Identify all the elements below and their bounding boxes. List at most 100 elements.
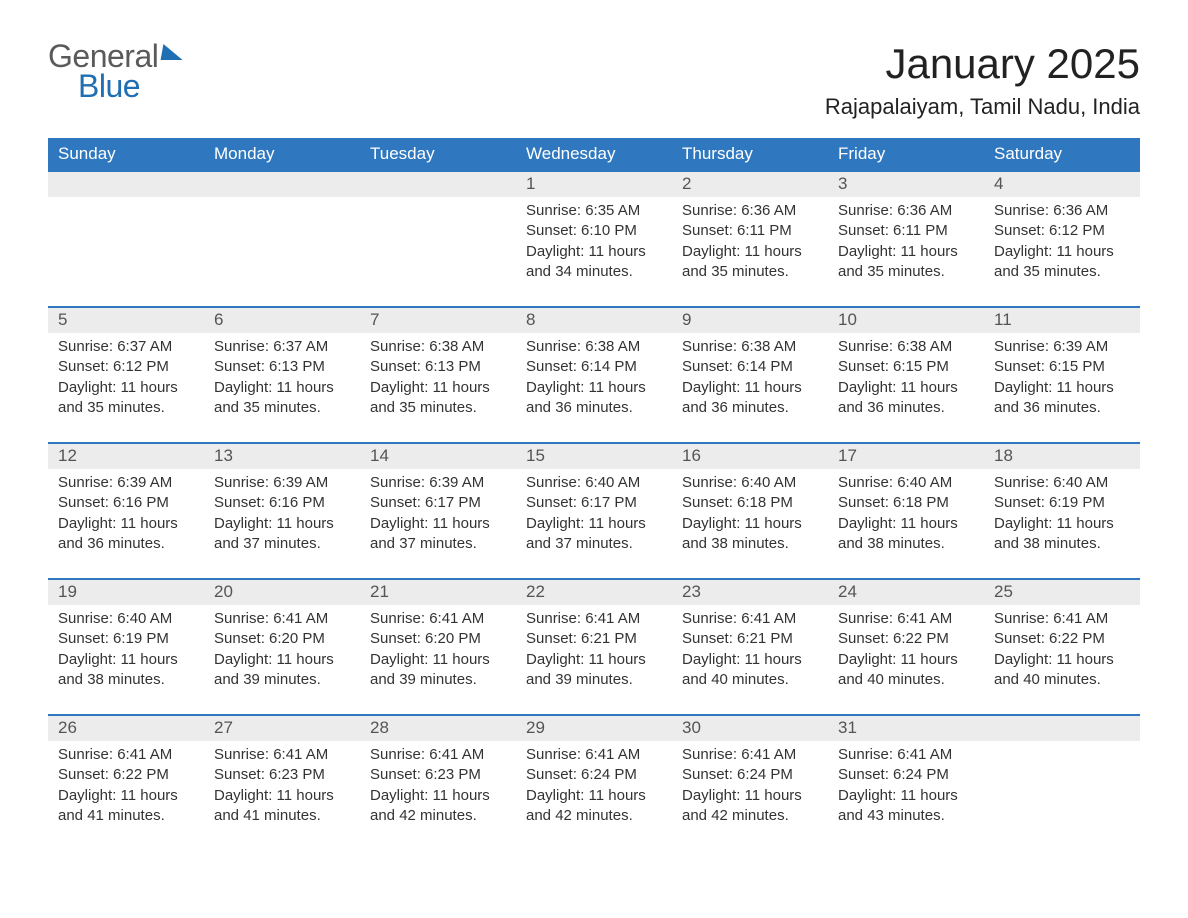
- sunrise-text: Sunrise: 6:38 AM: [682, 337, 818, 357]
- sunset-text: Sunset: 6:14 PM: [682, 357, 818, 377]
- sunrise-text: Sunrise: 6:40 AM: [838, 473, 974, 493]
- daylight-text: and 38 minutes.: [838, 534, 974, 554]
- sunrise-text: Sunrise: 6:41 AM: [370, 609, 506, 629]
- sunrise-text: Sunrise: 6:41 AM: [994, 609, 1130, 629]
- sunrise-text: Sunrise: 6:41 AM: [838, 745, 974, 765]
- daylight-text: and 34 minutes.: [526, 262, 662, 282]
- daylight-text: Daylight: 11 hours: [838, 514, 974, 534]
- daylight-text: Daylight: 11 hours: [994, 242, 1130, 262]
- daylight-text: Daylight: 11 hours: [370, 514, 506, 534]
- day-number: 26: [48, 716, 204, 741]
- sunrise-text: Sunrise: 6:41 AM: [682, 745, 818, 765]
- daylight-text: Daylight: 11 hours: [58, 514, 194, 534]
- day-header: Friday: [828, 138, 984, 172]
- logo-text: General Blue: [48, 40, 158, 102]
- sunset-text: Sunset: 6:14 PM: [526, 357, 662, 377]
- sunrise-text: Sunrise: 6:41 AM: [214, 609, 350, 629]
- sunset-text: Sunset: 6:22 PM: [994, 629, 1130, 649]
- calendar-cell: 31Sunrise: 6:41 AMSunset: 6:24 PMDayligh…: [828, 716, 984, 850]
- daylight-text: Daylight: 11 hours: [370, 650, 506, 670]
- sunrise-text: Sunrise: 6:36 AM: [682, 201, 818, 221]
- day-number: 11: [984, 308, 1140, 333]
- sunset-text: Sunset: 6:22 PM: [58, 765, 194, 785]
- daylight-text: Daylight: 11 hours: [214, 514, 350, 534]
- daylight-text: Daylight: 11 hours: [682, 650, 818, 670]
- location: Rajapalaiyam, Tamil Nadu, India: [825, 94, 1140, 120]
- daylight-text: Daylight: 11 hours: [370, 378, 506, 398]
- daylight-text: and 41 minutes.: [58, 806, 194, 826]
- daylight-text: and 36 minutes.: [994, 398, 1130, 418]
- daylight-text: and 41 minutes.: [214, 806, 350, 826]
- daylight-text: Daylight: 11 hours: [58, 786, 194, 806]
- day-header: Monday: [204, 138, 360, 172]
- calendar-cell: 25 Sunrise: 6:41 AMSunset: 6:22 PMDayligh…: [984, 580, 1140, 714]
- calendar-cell: .: [360, 172, 516, 306]
- day-number: 24: [828, 580, 984, 605]
- daylight-text: and 42 minutes.: [370, 806, 506, 826]
- day-number: 21: [360, 580, 516, 605]
- day-number: 17: [828, 444, 984, 469]
- daylight-text: Daylight: 11 hours: [58, 378, 194, 398]
- day-number: 3: [828, 172, 984, 197]
- sunset-text: Sunset: 6:19 PM: [994, 493, 1130, 513]
- daylight-text: and 39 minutes.: [370, 670, 506, 690]
- daylight-text: and 38 minutes.: [682, 534, 818, 554]
- calendar-week: 5Sunrise: 6:37 AMSunset: 6:12 PMDaylight…: [48, 306, 1140, 442]
- sunset-text: Sunset: 6:11 PM: [682, 221, 818, 241]
- daylight-text: Daylight: 11 hours: [526, 378, 662, 398]
- calendar-cell: 20Sunrise: 6:41 AMSunset: 6:20 PMDayligh…: [204, 580, 360, 714]
- daylight-text: Daylight: 11 hours: [994, 650, 1130, 670]
- calendar-cell: 5Sunrise: 6:37 AMSunset: 6:12 PMDaylight…: [48, 308, 204, 442]
- calendar-cell: 11Sunrise: 6:39 AMSunset: 6:15 PMDayligh…: [984, 308, 1140, 442]
- sunrise-text: Sunrise: 6:40 AM: [682, 473, 818, 493]
- sunrise-text: Sunrise: 6:38 AM: [370, 337, 506, 357]
- day-number: 25: [984, 580, 1140, 605]
- day-header: Wednesday: [516, 138, 672, 172]
- day-number: 22: [516, 580, 672, 605]
- sunset-text: Sunset: 6:23 PM: [370, 765, 506, 785]
- daylight-text: Daylight: 11 hours: [838, 786, 974, 806]
- weeks-container: ...1Sunrise: 6:35 AMSunset: 6:10 PMDayli…: [48, 172, 1140, 850]
- sunrise-text: Sunrise: 6:38 AM: [838, 337, 974, 357]
- calendar-cell: 27Sunrise: 6:41 AMSunset: 6:23 PMDayligh…: [204, 716, 360, 850]
- title-block: January 2025 Rajapalaiyam, Tamil Nadu, I…: [825, 40, 1140, 120]
- sunrise-text: Sunrise: 6:41 AM: [214, 745, 350, 765]
- sunrise-text: Sunrise: 6:36 AM: [838, 201, 974, 221]
- sunrise-text: Sunrise: 6:41 AM: [838, 609, 974, 629]
- calendar-cell: 24Sunrise: 6:41 AMSunset: 6:22 PMDayligh…: [828, 580, 984, 714]
- calendar-cell: 19Sunrise: 6:40 AMSunset: 6:19 PMDayligh…: [48, 580, 204, 714]
- day-number: 30: [672, 716, 828, 741]
- calendar-cell: 13Sunrise: 6:39 AMSunset: 6:16 PMDayligh…: [204, 444, 360, 578]
- day-number: 16: [672, 444, 828, 469]
- calendar-cell: 28Sunrise: 6:41 AMSunset: 6:23 PMDayligh…: [360, 716, 516, 850]
- day-number: .: [360, 172, 516, 197]
- sunset-text: Sunset: 6:11 PM: [838, 221, 974, 241]
- daylight-text: and 37 minutes.: [370, 534, 506, 554]
- sunset-text: Sunset: 6:13 PM: [370, 357, 506, 377]
- calendar-week: 19Sunrise: 6:40 AMSunset: 6:19 PMDayligh…: [48, 578, 1140, 714]
- sunrise-text: Sunrise: 6:41 AM: [58, 745, 194, 765]
- sunrise-text: Sunrise: 6:39 AM: [994, 337, 1130, 357]
- daylight-text: and 35 minutes.: [838, 262, 974, 282]
- sunset-text: Sunset: 6:17 PM: [370, 493, 506, 513]
- day-number: 1: [516, 172, 672, 197]
- sunset-text: Sunset: 6:21 PM: [526, 629, 662, 649]
- daylight-text: and 38 minutes.: [58, 670, 194, 690]
- calendar-cell: 10Sunrise: 6:38 AMSunset: 6:15 PMDayligh…: [828, 308, 984, 442]
- daylight-text: and 37 minutes.: [526, 534, 662, 554]
- sunrise-text: Sunrise: 6:37 AM: [58, 337, 194, 357]
- day-number: .: [48, 172, 204, 197]
- daylight-text: and 36 minutes.: [58, 534, 194, 554]
- calendar-cell: 9Sunrise: 6:38 AMSunset: 6:14 PMDaylight…: [672, 308, 828, 442]
- daylight-text: Daylight: 11 hours: [838, 650, 974, 670]
- daylight-text: and 36 minutes.: [838, 398, 974, 418]
- calendar-cell: 16Sunrise: 6:40 AMSunset: 6:18 PMDayligh…: [672, 444, 828, 578]
- calendar-cell: 22Sunrise: 6:41 AMSunset: 6:21 PMDayligh…: [516, 580, 672, 714]
- daylight-text: and 35 minutes.: [994, 262, 1130, 282]
- daylight-text: Daylight: 11 hours: [994, 378, 1130, 398]
- daylight-text: Daylight: 11 hours: [838, 242, 974, 262]
- sunset-text: Sunset: 6:23 PM: [214, 765, 350, 785]
- daylight-text: Daylight: 11 hours: [58, 650, 194, 670]
- day-header-row: Sunday Monday Tuesday Wednesday Thursday…: [48, 138, 1140, 172]
- daylight-text: and 42 minutes.: [682, 806, 818, 826]
